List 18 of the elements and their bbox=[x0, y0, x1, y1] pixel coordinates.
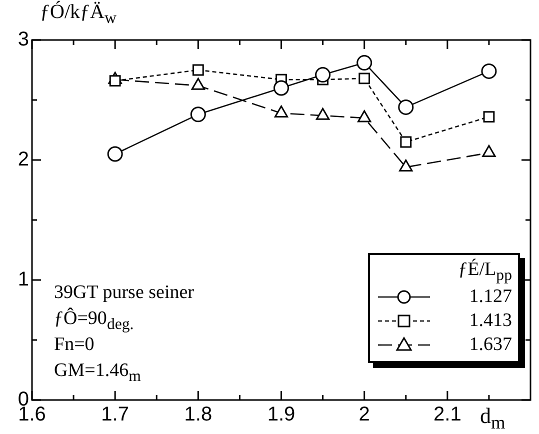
x-tick-label: 2 bbox=[358, 404, 370, 426]
x-tick-label: 2.1 bbox=[434, 404, 462, 426]
x-tick-label: 1.8 bbox=[184, 404, 212, 426]
annotation: 39GT purse seiner bbox=[54, 282, 194, 303]
annotation: ƒÔ=90$_{deg.}$ bbox=[54, 308, 134, 335]
legend-label: 1.127 bbox=[469, 286, 512, 308]
x-tick-label: 1.9 bbox=[267, 404, 296, 426]
x-tick-label: 1.7 bbox=[101, 404, 129, 426]
y-tick-label: 2 bbox=[18, 148, 29, 171]
y-axis-title: ƒÓ/kƒÄ$_{w}$ bbox=[40, 1, 116, 28]
y-tick-label: 1 bbox=[18, 268, 29, 291]
legend-label: 1.637 bbox=[469, 334, 512, 356]
legend-label: 1.413 bbox=[469, 310, 512, 332]
annotation: Fn=0 bbox=[54, 334, 94, 355]
x-axis-title: d$_{m}$ bbox=[480, 403, 506, 432]
y-tick-label: 3 bbox=[18, 28, 29, 51]
legend-title: ƒÉ/L$_{pp}$ bbox=[457, 259, 512, 285]
annotation: GM=1.46$_{m}$ bbox=[54, 360, 141, 387]
